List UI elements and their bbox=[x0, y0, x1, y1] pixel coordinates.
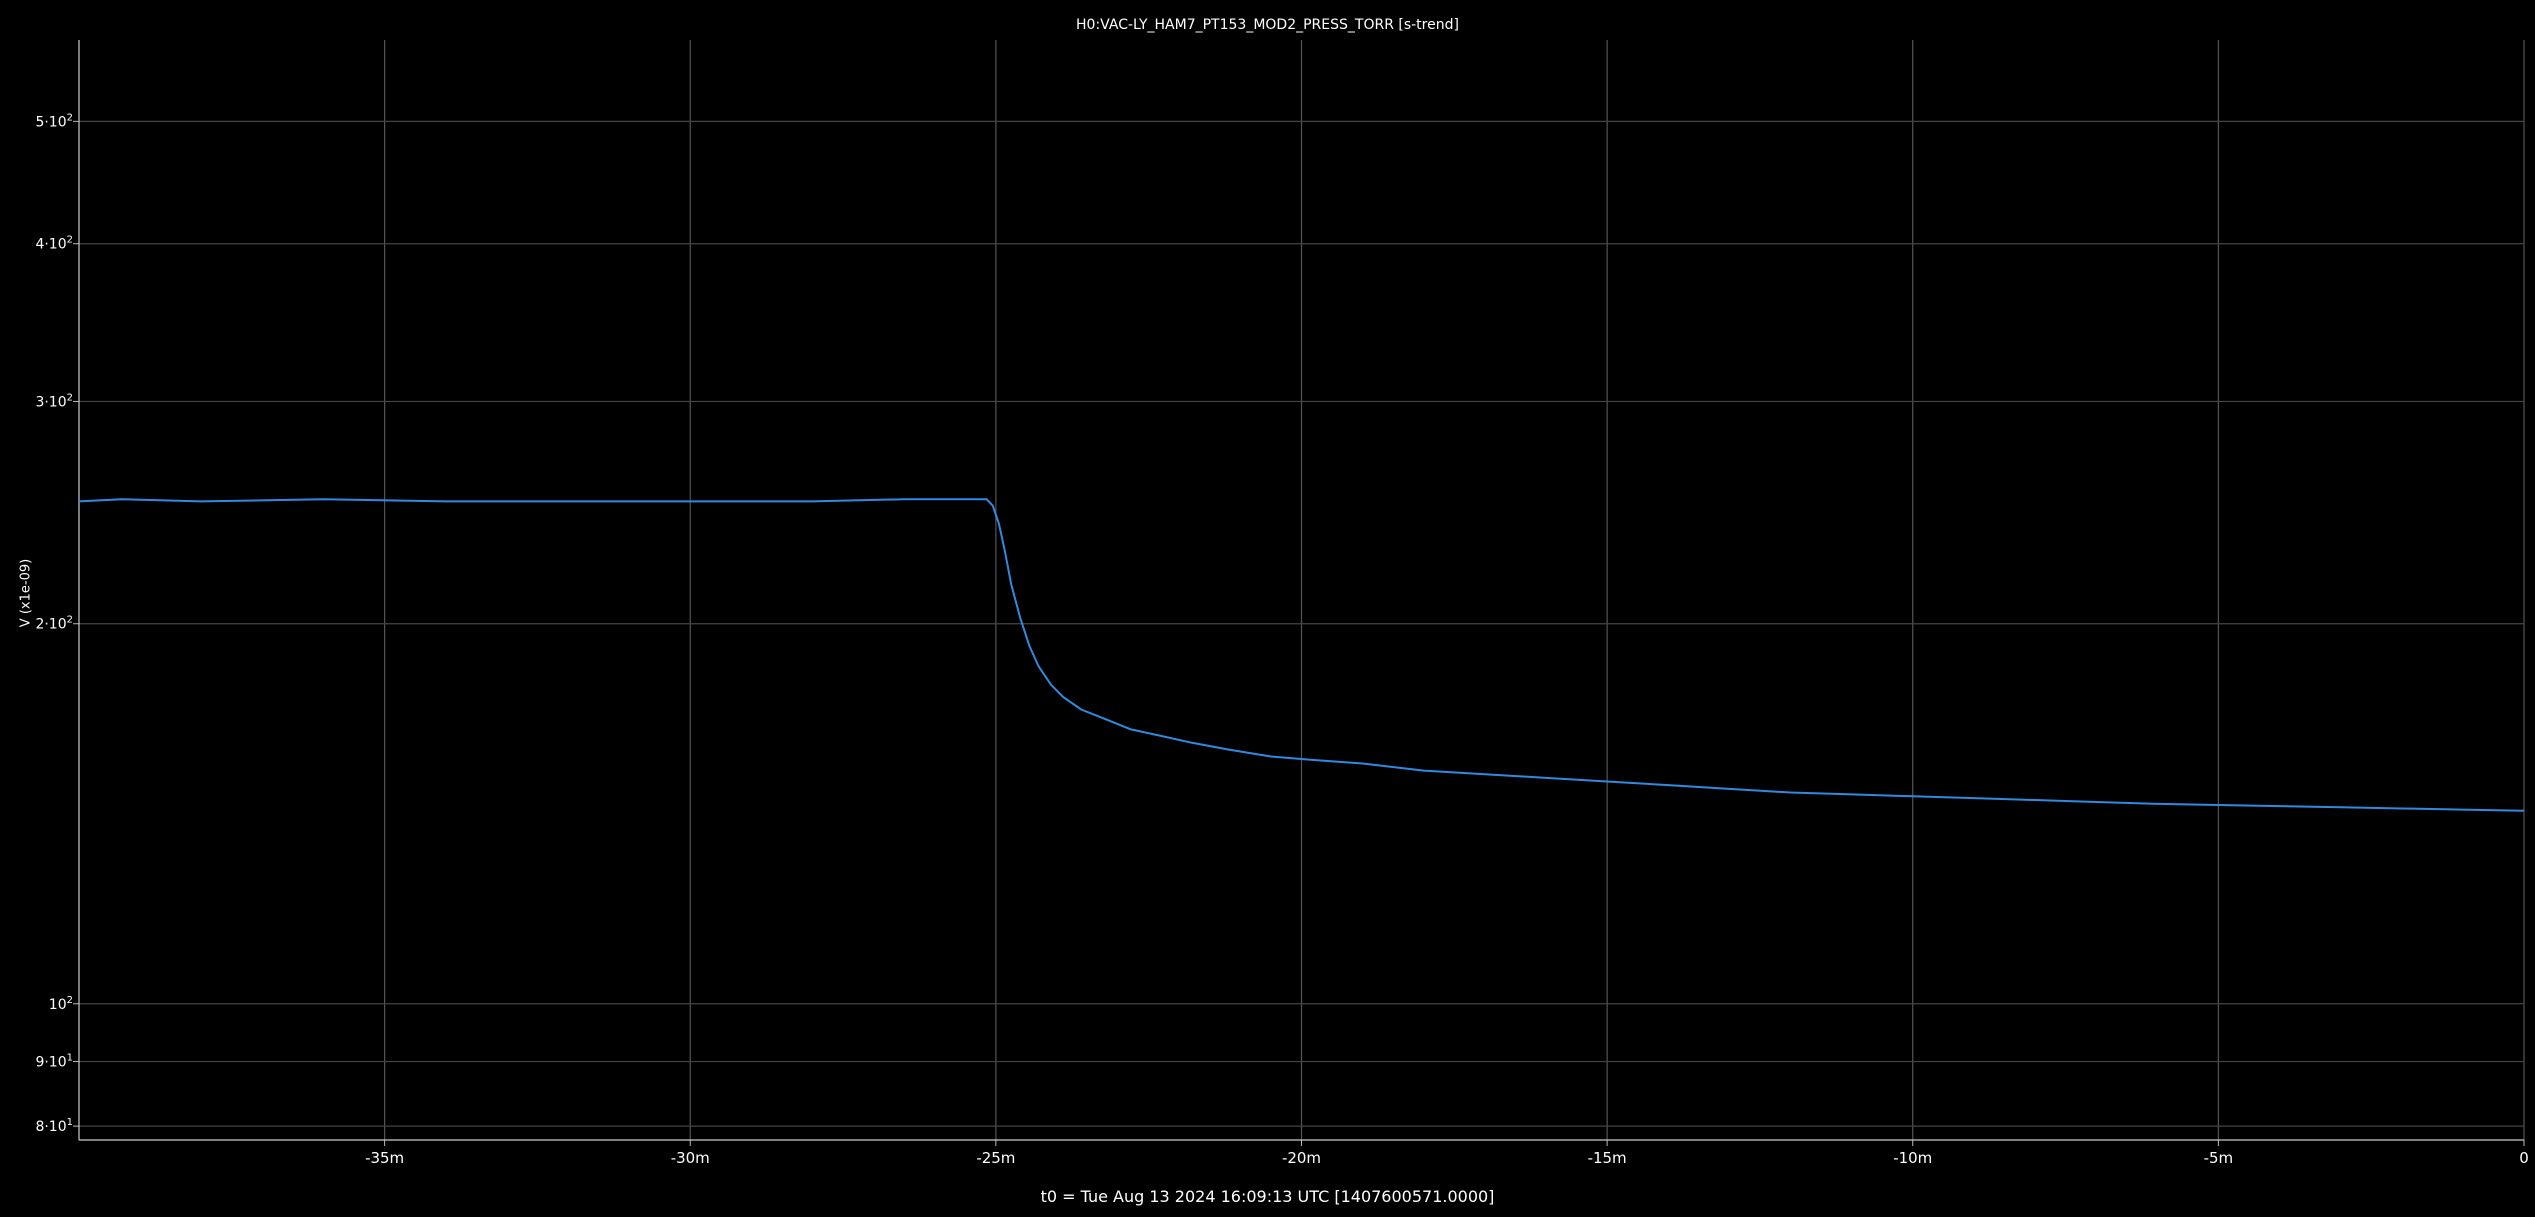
x-tick-labels: -35m -30m -25m -20m -15m -10m -5m 0 bbox=[365, 1149, 2529, 1167]
y-tick-label: 9·101 bbox=[35, 1053, 73, 1071]
x-tick-label: -5m bbox=[2204, 1149, 2234, 1167]
axes bbox=[73, 40, 2525, 1146]
x-axis-caption: t0 = Tue Aug 13 2024 16:09:13 UTC [14076… bbox=[1040, 1187, 1495, 1206]
y-tick-label: 5·102 bbox=[35, 112, 73, 130]
y-tick-label: 3·102 bbox=[35, 392, 73, 410]
chart-title: H0:VAC-LY_HAM7_PT153_MOD2_PRESS_TORR [s-… bbox=[1076, 17, 1459, 33]
x-tick-label: -35m bbox=[365, 1149, 404, 1167]
x-tick-label: -25m bbox=[976, 1149, 1015, 1167]
x-tick-label: -30m bbox=[671, 1149, 710, 1167]
y-tick-label: 8·101 bbox=[35, 1117, 73, 1135]
x-tick-label: -20m bbox=[1282, 1149, 1321, 1167]
x-tick-label: -10m bbox=[1893, 1149, 1932, 1167]
y-tick-labels: 8·101 9·101 102 2·102 3·102 4·102 5·102 bbox=[35, 112, 73, 1135]
x-tick-label: -15m bbox=[1588, 1149, 1627, 1167]
x-tick-label: 0 bbox=[2519, 1149, 2529, 1167]
y-tick-label: 102 bbox=[49, 995, 73, 1013]
y-tick-label: 4·102 bbox=[35, 235, 73, 253]
series-layer bbox=[78, 498, 2525, 812]
grid-lines bbox=[79, 40, 2525, 1140]
y-tick-label: 2·102 bbox=[35, 615, 73, 633]
series-line-0 bbox=[78, 498, 2525, 812]
